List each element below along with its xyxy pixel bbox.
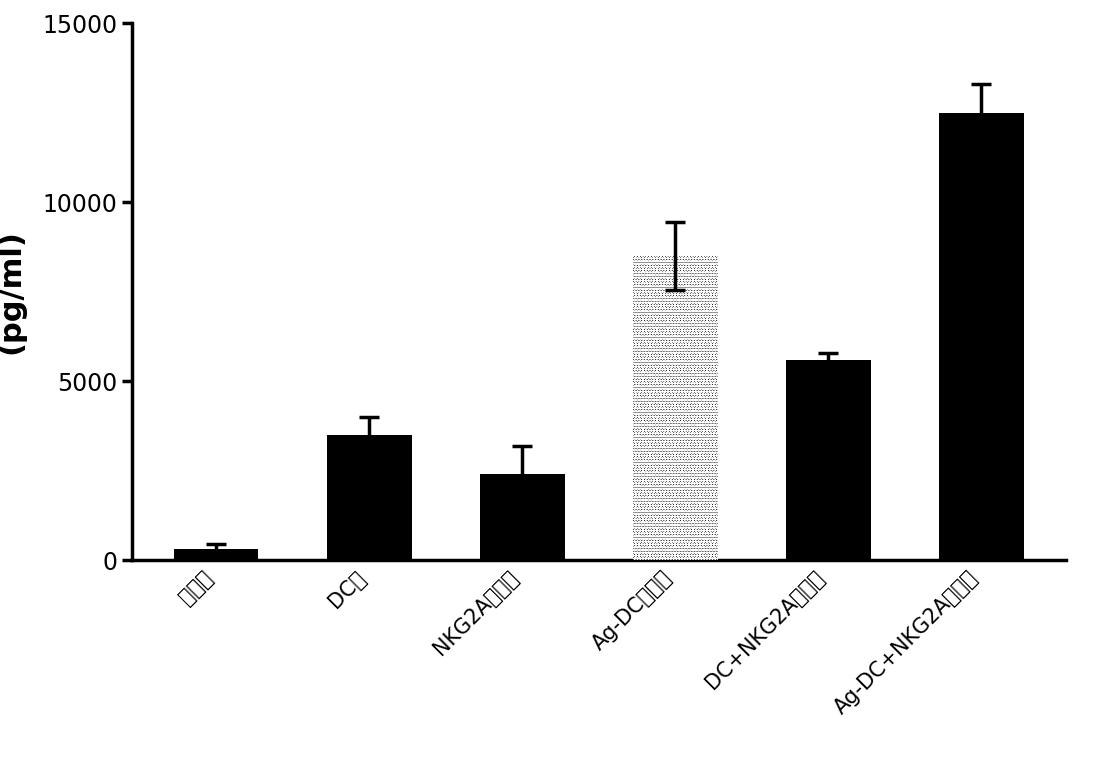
Bar bbox=[787, 359, 870, 560]
Bar bbox=[940, 113, 1023, 560]
Bar bbox=[633, 256, 718, 560]
Bar bbox=[328, 435, 411, 560]
Bar bbox=[633, 256, 718, 560]
Bar bbox=[175, 549, 258, 560]
Bar bbox=[480, 475, 565, 560]
Y-axis label: Rat IL12p70
(pg/ml): Rat IL12p70 (pg/ml) bbox=[0, 188, 25, 395]
